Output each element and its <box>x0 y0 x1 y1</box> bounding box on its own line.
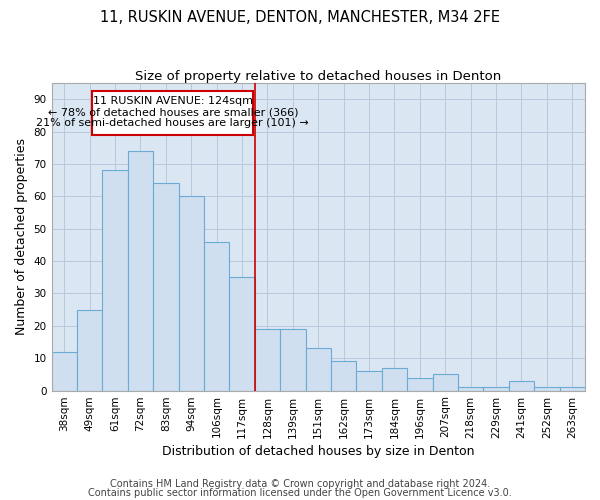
Text: 11, RUSKIN AVENUE, DENTON, MANCHESTER, M34 2FE: 11, RUSKIN AVENUE, DENTON, MANCHESTER, M… <box>100 10 500 25</box>
Bar <box>52 352 77 391</box>
Bar <box>204 242 229 390</box>
Text: Contains HM Land Registry data © Crown copyright and database right 2024.: Contains HM Land Registry data © Crown c… <box>110 479 490 489</box>
Bar <box>560 388 585 390</box>
Y-axis label: Number of detached properties: Number of detached properties <box>15 138 28 336</box>
Text: ← 78% of detached houses are smaller (366): ← 78% of detached houses are smaller (36… <box>47 107 298 117</box>
Text: 21% of semi-detached houses are larger (101) →: 21% of semi-detached houses are larger (… <box>37 118 309 128</box>
Bar <box>458 388 484 390</box>
Bar <box>484 388 509 390</box>
Bar <box>255 329 280 390</box>
Text: 11 RUSKIN AVENUE: 124sqm: 11 RUSKIN AVENUE: 124sqm <box>93 96 253 106</box>
Bar <box>92 91 253 135</box>
Bar <box>77 310 103 390</box>
Bar <box>128 151 153 390</box>
Bar <box>229 278 255 390</box>
Text: Contains public sector information licensed under the Open Government Licence v3: Contains public sector information licen… <box>88 488 512 498</box>
Bar <box>305 348 331 391</box>
Bar <box>153 184 179 390</box>
Bar <box>331 362 356 390</box>
Bar <box>103 170 128 390</box>
Bar <box>509 381 534 390</box>
Bar <box>179 196 204 390</box>
Bar <box>382 368 407 390</box>
Title: Size of property relative to detached houses in Denton: Size of property relative to detached ho… <box>135 70 502 83</box>
Bar <box>534 388 560 390</box>
Bar <box>356 371 382 390</box>
Bar <box>407 378 433 390</box>
X-axis label: Distribution of detached houses by size in Denton: Distribution of detached houses by size … <box>162 444 475 458</box>
Bar <box>280 329 305 390</box>
Bar <box>433 374 458 390</box>
